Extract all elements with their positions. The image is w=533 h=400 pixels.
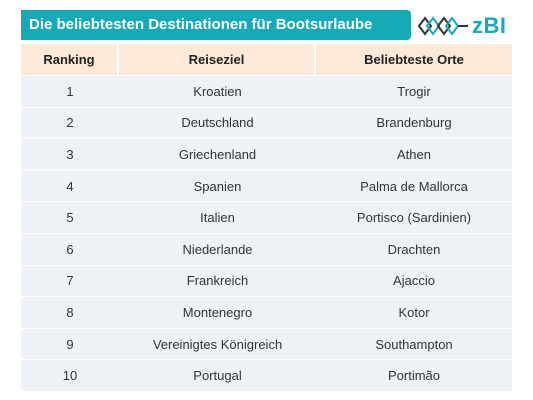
destinations-table: Ranking Reiseziel Beliebteste Orte 1 Kro… <box>21 44 512 391</box>
logo-text: zBI <box>472 13 507 38</box>
header-ranking: Ranking <box>21 44 119 75</box>
place-cell: Brandenburg <box>376 115 452 131</box>
place-cell: Trogir <box>397 83 431 99</box>
place-cell: Southampton <box>375 336 453 352</box>
place-cell: Kotor <box>398 304 430 320</box>
place-cell: Portimão <box>387 368 441 384</box>
destination-cell: Portugal <box>193 368 242 384</box>
destination-cell: Kroatien <box>193 83 242 99</box>
table-row: 9 Vereinigtes Königreich Southampton <box>21 327 512 360</box>
rank-cell: 9 <box>66 336 74 352</box>
rank-cell: 2 <box>66 115 74 131</box>
table-row: 2 Deutschland Brandenburg <box>21 106 512 139</box>
destination-cell: Niederlande <box>182 241 253 257</box>
rank-cell: 10 <box>62 368 78 384</box>
rank-cell: 3 <box>66 146 74 162</box>
table-row: 3 Griechenland Athen <box>21 138 512 170</box>
place-cell: Drachten <box>387 241 441 257</box>
destination-cell: Spanien <box>193 178 242 194</box>
destination-cell: Vereinigtes Königreich <box>152 336 283 352</box>
logo-icon <box>418 16 468 36</box>
place-cell: Ajaccio <box>393 273 435 289</box>
destination-cell: Italien <box>200 210 235 226</box>
table-row: 5 Italien Portisco (Sardinien) <box>21 201 512 233</box>
table-header: Ranking Reiseziel Beliebteste Orte <box>21 44 512 75</box>
destination-cell: Griechenland <box>178 146 257 162</box>
rank-cell: 1 <box>66 83 74 99</box>
header-reiseziel: Reiseziel <box>119 44 316 75</box>
place-cell: Palma de Mallorca <box>360 178 468 194</box>
rank-cell: 5 <box>66 210 74 226</box>
table-row: 8 Montenegro Kotor <box>21 296 512 328</box>
destination-cell: Montenegro <box>182 304 253 320</box>
rank-cell: 8 <box>66 304 74 320</box>
rank-cell: 7 <box>66 273 74 289</box>
header-orte: Beliebteste Orte <box>364 52 464 67</box>
place-cell: Athen <box>397 146 431 162</box>
brand-logo: zBI <box>418 12 518 40</box>
place-cell: Portisco (Sardinien) <box>356 210 472 226</box>
rank-cell: 4 <box>66 178 74 194</box>
rank-cell: 6 <box>66 241 74 257</box>
table-row: 6 Niederlande Drachten <box>21 232 512 265</box>
destination-cell: Frankreich <box>186 273 249 289</box>
table-row: 4 Spanien Palma de Mallorca <box>21 169 512 202</box>
table-row: 1 Kroatien Trogir <box>21 75 512 107</box>
destination-cell: Deutschland <box>181 115 254 131</box>
table-row: 7 Frankreich Ajaccio <box>21 264 512 297</box>
table-row: 10 Portugal Portimão <box>21 359 512 391</box>
page-title: Die beliebtesten Destinationen für Boots… <box>21 10 411 40</box>
